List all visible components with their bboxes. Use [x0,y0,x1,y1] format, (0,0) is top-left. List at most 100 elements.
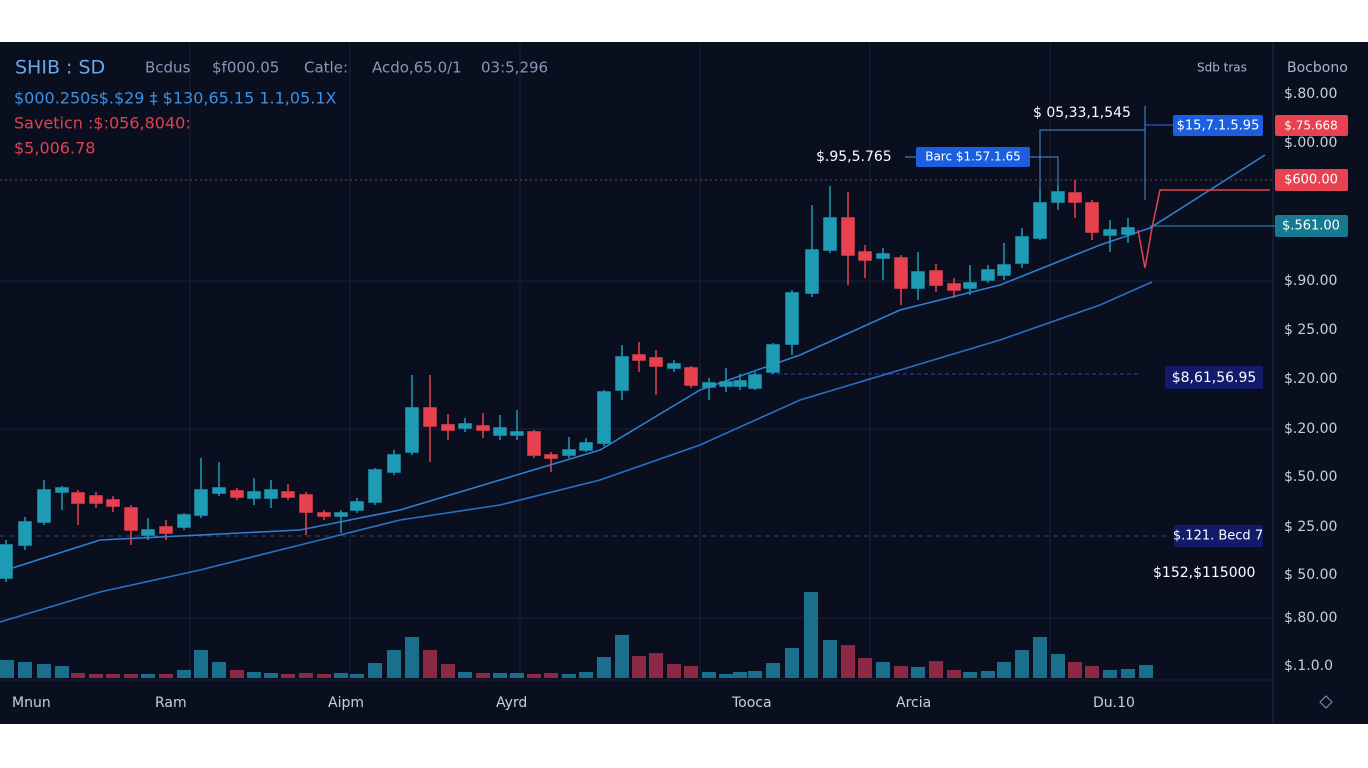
time-axis-label: Du.10 [1093,695,1135,711]
volume-bar [684,666,698,678]
price-axis-label: $.80.00 [1284,610,1337,626]
candle [823,186,837,253]
volume-bar [493,673,507,678]
time-axis-label: Ram [155,695,187,711]
header-menu[interactable]: Bocbono [1287,60,1348,76]
candle [281,484,295,500]
volume-bar [562,674,576,678]
price-tag: $.561.00 [1282,219,1340,234]
candle [317,510,331,520]
volume-bar [1085,666,1099,678]
candle [18,517,32,550]
candle [405,375,419,455]
candle [89,492,103,508]
price-axis-label: $.90.00 [1284,273,1337,289]
volume-bar [719,674,733,678]
candle [177,513,191,530]
header-field: $f000.05 [212,59,279,77]
candle [684,366,698,388]
candle [334,510,348,533]
volume-bar [368,663,382,678]
volume-bar [1068,662,1082,678]
header-field: Bcdus [145,59,191,77]
candle [230,488,244,500]
volume-bar [387,650,401,678]
time-axis-label: Mnun [12,695,51,711]
candle [963,265,977,295]
candle [947,278,961,298]
candle [702,378,716,400]
volume-bar [334,673,348,678]
signal-line [1137,189,1270,269]
price-tag: Barc $1.57.1.65 [925,150,1021,164]
volume-bar [106,674,120,678]
candle [785,290,799,355]
marker-line [1030,156,1059,195]
volume-bar [733,672,747,678]
volume-bar [141,674,155,678]
price-tag-box [1174,525,1263,547]
candle [350,498,364,513]
candle [667,360,681,372]
volume-bar [247,672,261,678]
candle [997,243,1011,280]
price-tag-box [1275,169,1348,191]
candle [929,264,943,292]
volume-bar [632,656,646,678]
volume-bar [423,650,437,678]
volume-bar [264,673,278,678]
candle [649,350,663,395]
candle [247,478,261,505]
header-field: Catle: [304,59,348,77]
volume-bar [212,662,226,678]
candle [876,248,890,280]
volume-bar [1103,670,1117,678]
candle [0,540,13,582]
candle [159,520,173,540]
volume-bar [441,664,455,678]
time-axis-label: Ayrd [496,695,527,711]
volume-bar [299,673,313,678]
candle [510,410,524,440]
candle [368,468,382,505]
price-tag-box [1173,115,1263,136]
candle [387,450,401,475]
candle [1103,220,1117,252]
info-line: $000.250s$.$29 ‡ $130,65.15 1.1,05.1X [14,89,337,108]
volume-bar [702,672,716,678]
volume-bar [55,666,69,678]
price-tag: $.75.668 [1284,119,1337,133]
volume-bar [544,673,558,678]
volume-bar [159,674,173,678]
price-tag-box [1165,366,1263,389]
volume-bar [281,674,295,678]
candle [55,486,69,510]
candle [858,245,872,278]
volume-bar [597,657,611,678]
price-tag: $15,7.1.5.95 [1177,119,1260,134]
candle [264,480,278,508]
settings-icon[interactable] [1319,695,1333,709]
candle [423,375,437,462]
symbol[interactable]: SHIB : SD [15,57,105,79]
header-menu[interactable]: Sdb tras [1197,61,1247,75]
volume-bar [350,674,364,678]
price-axis-label: $.50.00 [1284,469,1337,485]
volume-bar [1015,650,1029,678]
volume-bar [997,662,1011,678]
price-label: $152,$115000 [1153,565,1255,581]
volume-bar [615,635,629,678]
price-axis-label: $.20.00 [1284,421,1337,437]
price-tag: $8,61,56.95 [1172,370,1257,386]
candle [911,252,925,300]
candle [476,413,490,438]
price-tag: $.121. Becd 7 [1173,529,1263,544]
price-tag: $600.00 [1284,173,1338,188]
volume-bar [405,637,419,678]
volume-bar [748,671,762,678]
candle [493,415,507,440]
volume-bar [876,662,890,678]
volume-bar [1051,654,1065,678]
moving-average [0,154,1266,573]
